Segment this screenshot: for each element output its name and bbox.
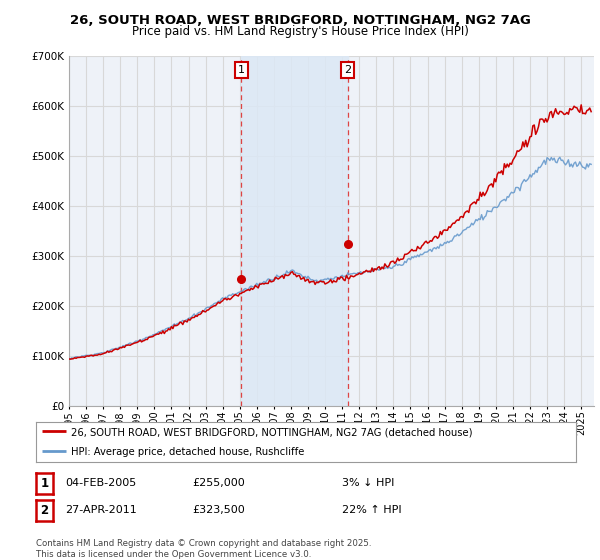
- Text: 3% ↓ HPI: 3% ↓ HPI: [342, 478, 394, 488]
- Text: £255,000: £255,000: [192, 478, 245, 488]
- Text: 2: 2: [40, 503, 49, 517]
- Text: 27-APR-2011: 27-APR-2011: [65, 505, 137, 515]
- Text: 26, SOUTH ROAD, WEST BRIDGFORD, NOTTINGHAM, NG2 7AG: 26, SOUTH ROAD, WEST BRIDGFORD, NOTTINGH…: [70, 14, 530, 27]
- Text: 04-FEB-2005: 04-FEB-2005: [65, 478, 136, 488]
- Text: Contains HM Land Registry data © Crown copyright and database right 2025.
This d: Contains HM Land Registry data © Crown c…: [36, 539, 371, 559]
- Bar: [241, 56, 347, 406]
- Text: 1: 1: [40, 477, 49, 490]
- Text: 2: 2: [344, 65, 351, 74]
- Text: 1: 1: [238, 65, 245, 74]
- Text: 22% ↑ HPI: 22% ↑ HPI: [342, 505, 401, 515]
- Text: £323,500: £323,500: [192, 505, 245, 515]
- Text: 26, SOUTH ROAD, WEST BRIDGFORD, NOTTINGHAM, NG2 7AG (detached house): 26, SOUTH ROAD, WEST BRIDGFORD, NOTTINGH…: [71, 427, 473, 437]
- Text: HPI: Average price, detached house, Rushcliffe: HPI: Average price, detached house, Rush…: [71, 447, 304, 457]
- Text: Price paid vs. HM Land Registry's House Price Index (HPI): Price paid vs. HM Land Registry's House …: [131, 25, 469, 38]
